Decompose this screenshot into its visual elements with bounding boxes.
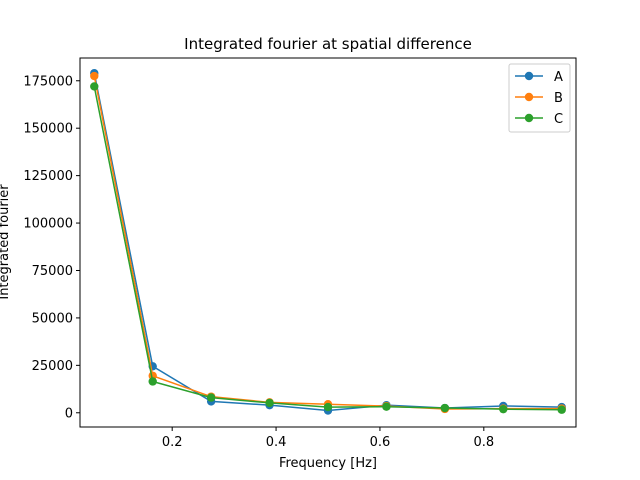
data-point-C-3	[265, 398, 274, 408]
plot-area	[90, 68, 566, 415]
legend-label-A: A	[554, 70, 563, 85]
x-tick-label: 0.4	[266, 435, 287, 450]
data-point-C-6	[440, 403, 450, 413]
legend-label-B: B	[554, 91, 563, 106]
chart-title: Integrated fourier at spatial difference	[184, 35, 472, 53]
x-tick-label: 0.6	[370, 435, 391, 450]
data-point-C-7	[499, 404, 508, 414]
data-point-C-2	[206, 393, 216, 402]
y-tick-label: 150000	[23, 122, 73, 137]
legend: ABC	[508, 63, 571, 133]
y-axis-title: Integrated fourier	[0, 184, 12, 300]
x-axis-ticks: 0.2 0.4 0.6 0.8	[162, 427, 494, 450]
series-C	[90, 82, 566, 414]
data-point-C-4	[323, 402, 333, 412]
x-axis-title: Frequency [Hz]	[279, 456, 377, 471]
data-point-B-0	[90, 71, 99, 81]
legend-marker-C	[524, 113, 534, 123]
y-axis-ticks: 0 25000 50000 75000 100000 125000 150000 175000	[23, 74, 80, 421]
data-point-C-1	[148, 377, 157, 386]
axes-frame	[79, 57, 577, 428]
y-tick-label: 125000	[23, 169, 73, 184]
y-tick-label: 25000	[32, 359, 73, 374]
x-tick-label: 0.2	[162, 435, 183, 450]
y-tick-label: 0	[65, 406, 73, 421]
data-point-C-0	[90, 82, 99, 91]
y-tick-label: 50000	[32, 311, 73, 326]
legend-label-C: C	[554, 112, 563, 127]
y-tick-label: 175000	[23, 74, 73, 89]
y-tick-label: 100000	[23, 217, 73, 232]
data-point-C-5	[382, 402, 391, 411]
legend-box	[508, 63, 571, 133]
y-tick-label: 75000	[32, 264, 73, 279]
x-tick-label: 0.8	[473, 435, 494, 450]
data-point-C-8	[557, 405, 566, 414]
legend-marker-A	[524, 71, 534, 81]
legend-marker-B	[524, 92, 534, 102]
